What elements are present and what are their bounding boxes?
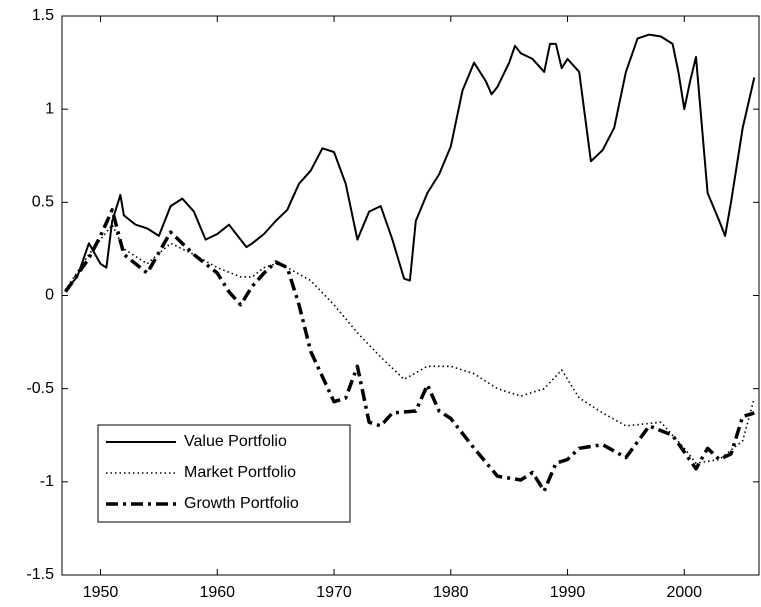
legend-label: Growth Portfolio: [184, 495, 299, 512]
x-tick-label: 1950: [83, 584, 119, 601]
legend-label: Market Portfolio: [184, 464, 296, 481]
y-tick-label: -1: [40, 473, 54, 490]
y-tick-label: 1.5: [32, 7, 54, 24]
legend-label: Value Portfolio: [184, 433, 287, 450]
y-tick-label: 1: [45, 100, 54, 117]
data-line: [64, 208, 755, 493]
y-tick-label: -1.5: [26, 566, 54, 583]
x-tick-label: 2000: [666, 584, 702, 601]
x-tick-label: 1960: [199, 584, 235, 601]
data-line: [64, 33, 756, 291]
data-line: [64, 223, 756, 464]
x-tick-label: 1970: [316, 584, 352, 601]
x-tick-label: 1980: [433, 584, 469, 601]
y-tick-label: -0.5: [26, 380, 54, 397]
x-tick-label: 1990: [550, 584, 586, 601]
y-tick-label: 0.5: [32, 194, 54, 211]
y-tick-label: 0: [45, 287, 54, 304]
